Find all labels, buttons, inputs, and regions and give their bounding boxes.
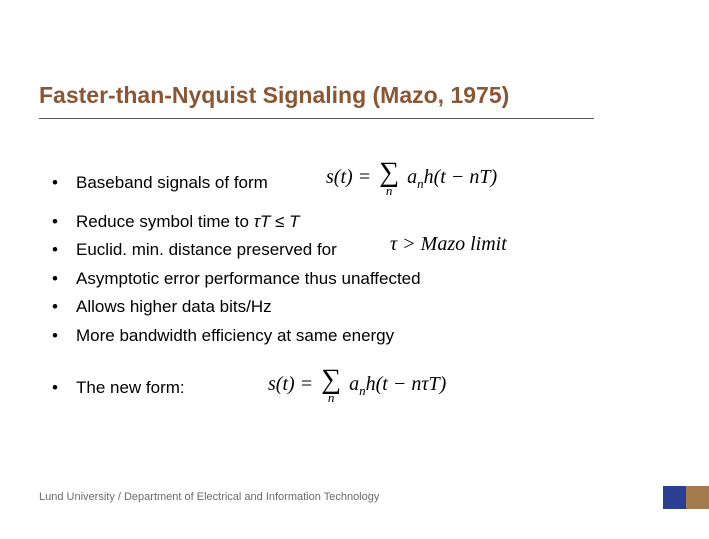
- brand-blocks: [663, 486, 709, 509]
- eq-rhs: h(t − nτT): [366, 373, 447, 395]
- sigma-icon: ∑ n: [321, 368, 341, 403]
- bullet-dot-icon: •: [52, 294, 76, 320]
- eq-lhs: s(t) =: [326, 166, 376, 188]
- bullet-text: Euclid. min. distance preserved for: [76, 237, 421, 263]
- eq-lhs: s(t) =: [268, 373, 318, 395]
- bullet-item: • Euclid. min. distance preserved for: [52, 237, 421, 263]
- bullet-dot-icon: •: [52, 209, 76, 235]
- eq-coef: a: [407, 166, 417, 188]
- bullet-text: Asymptotic error performance thus unaffe…: [76, 266, 421, 292]
- title-underline: [39, 118, 594, 119]
- bullet-item: • More bandwidth efficiency at same ener…: [52, 323, 421, 349]
- brand-block-blue: [663, 486, 686, 509]
- eq-coef: a: [349, 373, 359, 395]
- sigma-icon: ∑ n: [379, 161, 399, 196]
- mazo-limit-expr: τ > Mazo limit: [390, 233, 507, 256]
- bullet-dot-icon: •: [52, 266, 76, 292]
- bullet-dot-icon: •: [52, 237, 76, 263]
- bullet-item: • Reduce symbol time to τT ≤ T: [52, 209, 421, 235]
- bullet-text-pre: Reduce symbol time to: [76, 212, 254, 231]
- eq-rhs: h(t − nT): [424, 166, 498, 188]
- footer-text: Lund University / Department of Electric…: [39, 491, 379, 503]
- bullet-text: Reduce symbol time to τT ≤ T: [76, 209, 421, 235]
- equation-baseband: s(t) = ∑ n anh(t − nT): [326, 161, 497, 196]
- bullet-text: Allows higher data bits/Hz: [76, 294, 421, 320]
- slide: Faster-than-Nyquist Signaling (Mazo, 197…: [0, 0, 709, 539]
- bullet-text: More bandwidth efficiency at same energy: [76, 323, 421, 349]
- bullet-item: • Allows higher data bits/Hz: [52, 294, 421, 320]
- bullet-dot-icon: •: [52, 170, 76, 196]
- bullet-item: • Asymptotic error performance thus unaf…: [52, 266, 421, 292]
- slide-title: Faster-than-Nyquist Signaling (Mazo, 197…: [39, 82, 509, 109]
- bullet-dot-icon: •: [52, 323, 76, 349]
- equation-newform: s(t) = ∑ n anh(t − nτT): [268, 368, 446, 403]
- brand-block-brown: [686, 486, 709, 509]
- bullet-dot-icon: •: [52, 375, 76, 401]
- tau-inequality: τT ≤ T: [254, 212, 300, 231]
